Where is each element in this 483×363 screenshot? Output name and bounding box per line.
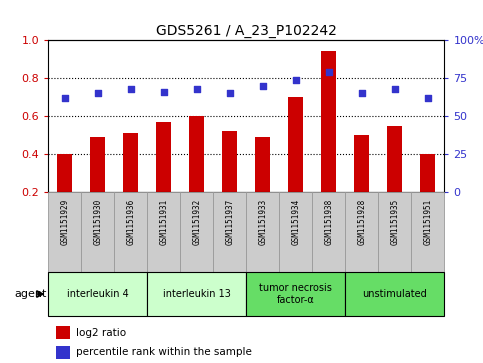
Point	[358, 90, 366, 96]
Bar	[189, 116, 204, 192]
Text: GSM1151937: GSM1151937	[226, 199, 234, 245]
Point	[325, 69, 333, 75]
Point	[259, 83, 267, 89]
Text: GSM1151929: GSM1151929	[60, 199, 69, 245]
Text: interleukin 13: interleukin 13	[163, 289, 231, 299]
Bar	[147, 192, 180, 272]
Point	[424, 95, 432, 101]
Text: GSM1151932: GSM1151932	[192, 199, 201, 245]
Bar	[387, 126, 402, 192]
Bar	[279, 192, 313, 272]
Text: GSM1151935: GSM1151935	[390, 199, 399, 245]
Bar	[156, 122, 171, 192]
Text: GSM1151930: GSM1151930	[93, 199, 102, 245]
Bar	[114, 192, 147, 272]
Point	[292, 77, 299, 82]
Bar	[222, 131, 237, 192]
Bar	[147, 272, 246, 316]
Text: GSM1151938: GSM1151938	[325, 199, 333, 245]
Bar	[288, 97, 303, 192]
Bar	[420, 154, 435, 192]
Bar	[355, 135, 369, 192]
Text: GSM1151933: GSM1151933	[258, 199, 267, 245]
Text: percentile rank within the sample: percentile rank within the sample	[76, 347, 252, 357]
Bar	[56, 326, 70, 339]
Bar	[412, 192, 444, 272]
Point	[94, 90, 102, 96]
Bar	[123, 133, 138, 192]
Text: GSM1151928: GSM1151928	[357, 199, 366, 245]
Point	[226, 90, 234, 96]
Bar	[246, 272, 345, 316]
Text: log2 ratio: log2 ratio	[76, 327, 126, 338]
Bar	[345, 272, 444, 316]
Point	[193, 86, 201, 91]
Point	[61, 95, 69, 101]
Bar	[57, 154, 72, 192]
Title: GDS5261 / A_23_P102242: GDS5261 / A_23_P102242	[156, 24, 337, 37]
Text: agent: agent	[14, 289, 47, 299]
Point	[391, 86, 399, 91]
Text: GSM1151931: GSM1151931	[159, 199, 168, 245]
Text: interleukin 4: interleukin 4	[67, 289, 128, 299]
Bar	[246, 192, 279, 272]
Bar	[256, 137, 270, 192]
Text: GSM1151934: GSM1151934	[291, 199, 300, 245]
Bar	[345, 192, 378, 272]
Bar	[313, 192, 345, 272]
Bar	[56, 346, 70, 359]
Bar	[48, 192, 81, 272]
Bar	[321, 52, 336, 192]
Point	[127, 86, 135, 91]
Bar	[81, 192, 114, 272]
Bar	[48, 272, 147, 316]
Text: tumor necrosis
factor-α: tumor necrosis factor-α	[259, 283, 332, 305]
Bar	[90, 137, 105, 192]
Bar	[378, 192, 412, 272]
Text: GSM1151951: GSM1151951	[424, 199, 432, 245]
Text: GSM1151936: GSM1151936	[127, 199, 135, 245]
Bar	[180, 192, 213, 272]
Point	[160, 89, 168, 95]
Bar	[213, 192, 246, 272]
Text: unstimulated: unstimulated	[362, 289, 427, 299]
